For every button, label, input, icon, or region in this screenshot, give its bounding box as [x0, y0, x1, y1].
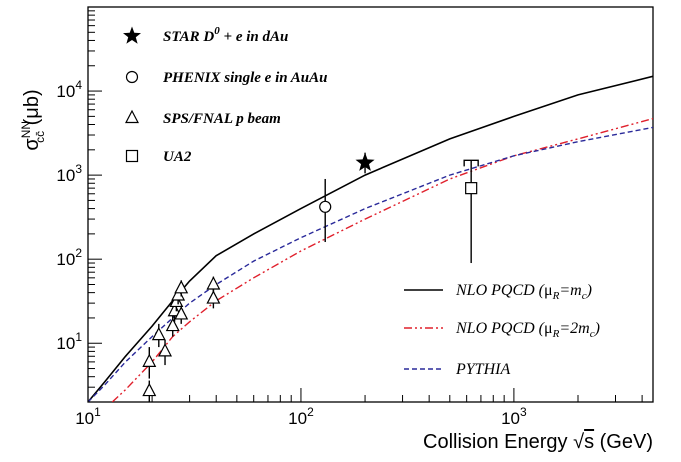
triangle-marker-2-1	[142, 353, 157, 367]
y-axis-subscript: cc̄	[33, 131, 47, 143]
circle-marker-1-0	[319, 200, 332, 213]
curve-0	[88, 75, 653, 402]
y-tick-base: 10	[56, 82, 75, 101]
systematic-bracket	[463, 159, 479, 167]
legend-text-part: SPS/FNAL p beam	[163, 111, 281, 127]
data-points	[142, 152, 479, 402]
legend-text-part: UA2	[163, 149, 192, 165]
triangle-marker-2-6	[169, 293, 184, 308]
x-tick-base: 10	[288, 409, 307, 428]
triangle-marker-2-8	[174, 306, 189, 320]
triangle-marker-2-4	[165, 317, 180, 332]
legend-subscript: c	[590, 328, 595, 340]
y-tick-exponent: 3	[75, 162, 82, 176]
legend-superscript: 0	[214, 25, 220, 37]
y-tick-label: 103	[56, 162, 82, 185]
square-marker-3-0	[465, 182, 478, 195]
y-axis-unit: (μb)	[21, 89, 43, 131]
y-tick-exponent: 4	[75, 78, 82, 92]
plot-frame	[87, 6, 654, 403]
legend-text-part: PHENIX single e in AuAu	[163, 70, 328, 86]
curve-1	[111, 117, 653, 402]
legend-curve-label-2: PYTHIA	[455, 361, 510, 378]
triangle-marker-2-2	[151, 326, 166, 341]
x-tick-label: 101	[75, 405, 101, 428]
legend-subscript: R	[552, 290, 560, 302]
x-axis-title: Collision Energy √s (GeV)	[423, 431, 653, 453]
sqrt-symbol: √	[573, 431, 584, 453]
legend-text-part: STAR D	[163, 29, 214, 45]
legend-text-part: NLO PQCD (	[455, 320, 546, 337]
x-tick-exponent: 2	[307, 405, 314, 419]
legend-text-part: )	[586, 282, 592, 299]
y-tick-base: 10	[56, 250, 75, 269]
legend-subscript: R	[552, 328, 560, 340]
legend-curve-label-0: NLO PQCD (μR=mc)	[455, 282, 592, 302]
legend-label-0: STAR D0 + e in dAu	[163, 25, 288, 45]
legend-label-1: PHENIX single e in AuAu	[163, 70, 328, 86]
x-tick-label: 102	[288, 405, 314, 428]
y-tick-exponent: 1	[75, 330, 82, 344]
legend-text-part: =2m	[559, 320, 589, 337]
y-tick-label: 104	[56, 78, 82, 101]
y-tick-label: 102	[56, 246, 82, 269]
legend-text-part: μ	[544, 282, 553, 299]
plot-border	[87, 6, 654, 403]
x-tick-exponent: 3	[520, 405, 527, 419]
triangle-marker-2-3	[158, 343, 173, 357]
legend-label-3: UA2	[163, 149, 192, 165]
x-axis-title-part: (GeV)	[594, 431, 653, 453]
star-marker-0-0	[355, 152, 375, 171]
x-tick-label: 103	[501, 405, 527, 428]
curve-2	[88, 126, 653, 402]
triangle-marker-2-9	[174, 280, 189, 294]
y-tick-base: 10	[56, 166, 75, 185]
legend-text-part: NLO PQCD (	[455, 282, 546, 299]
x-tick-exponent: 1	[94, 405, 101, 419]
legend-square-icon	[125, 149, 139, 163]
triangle-marker-2-5	[167, 302, 182, 317]
curves	[88, 75, 653, 402]
legend-label-2: SPS/FNAL p beam	[163, 111, 281, 127]
legend-text-part: μ	[544, 320, 553, 337]
y-axis-sigma: σ	[21, 138, 43, 151]
triangle-marker-2-0	[142, 382, 157, 397]
legend-text-part: PYTHIA	[455, 361, 510, 378]
y-tick-exponent: 2	[75, 246, 82, 260]
y-axis-superscript: NN	[19, 121, 33, 138]
triangle-marker-2-11	[206, 276, 221, 290]
legend-text-part: =m	[559, 282, 581, 299]
triangle-marker-2-10	[206, 290, 221, 304]
legend-star-icon	[123, 26, 141, 44]
legend-triangle-icon	[125, 109, 139, 124]
legend: STAR D0 + e in dAu PHENIX single e in AuA…	[123, 25, 600, 378]
y-tick-label: 101	[56, 330, 82, 353]
y-axis-title: σNNcc̄ (μb)	[19, 89, 47, 150]
x-axis-variable: s	[584, 431, 594, 453]
legend-curve-label-1: NLO PQCD (μR=2mc)	[455, 320, 600, 340]
legend-circle-icon	[125, 70, 139, 84]
legend-text-part: + e in dAu	[220, 29, 289, 45]
axis-titles: Collision Energy √s (GeV) σNNcc̄ (μb)	[19, 89, 653, 453]
legend-subscript: c	[582, 290, 587, 302]
x-tick-base: 10	[501, 409, 520, 428]
y-tick-base: 10	[56, 334, 75, 353]
legend-text-part: )	[594, 320, 600, 337]
x-tick-base: 10	[75, 409, 94, 428]
x-axis-title-part: Collision Energy	[423, 431, 573, 453]
